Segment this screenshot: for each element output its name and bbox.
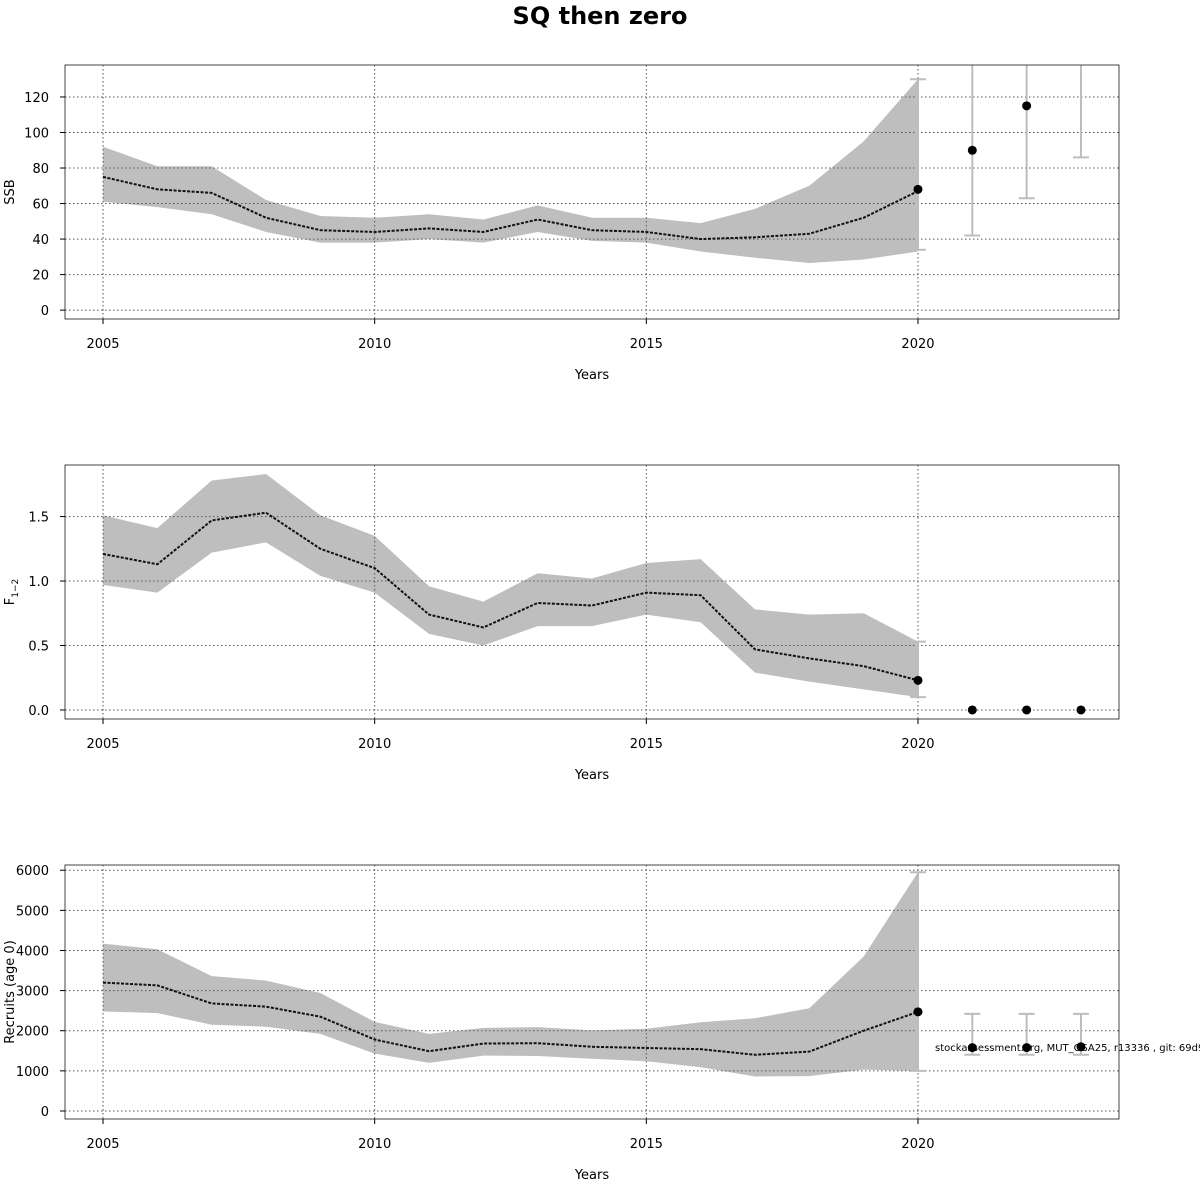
f-plot-frame	[64, 464, 1120, 720]
ssb-y-axis-label: SSB	[3, 179, 18, 204]
f-forecast-point	[913, 675, 923, 685]
recruits-y-tick-label: 2000	[16, 1025, 49, 1040]
ssb-x-tick-label: 2005	[86, 337, 119, 352]
f-y-tick-label: 0.5	[28, 640, 49, 655]
ssb-forecast-ci	[909, 78, 926, 251]
chart-title: SQ then zero	[513, 2, 688, 30]
f-forecast-ci	[909, 640, 926, 699]
ssb-x-tick-label: 2020	[901, 337, 934, 352]
f-x-axis-label: Years	[574, 768, 610, 783]
f-y-axis-label: F1−2	[3, 579, 21, 605]
ssb-x-axis-label: Years	[574, 368, 610, 383]
f-panel: 2005 2010 2015 2020 0.0 0.5 1.0 1.5 Years F1−2	[3, 464, 1120, 783]
recruits-x-tick-label: 2015	[630, 1137, 663, 1152]
f-x-tick-label: 2005	[86, 737, 119, 752]
recruits-forecast-point	[1022, 1043, 1032, 1053]
f-median-line	[102, 511, 919, 682]
recruits-panel: 2005 2010 2015 2020 0 1000 2000 3000 4000 5000 600…	[3, 864, 1120, 1183]
ssb-x-tick-label: 2015	[630, 337, 663, 352]
ssb-confidence-band	[103, 79, 918, 264]
f-x-tick-label: 2020	[901, 737, 934, 752]
ssb-forecast-point	[1022, 101, 1032, 111]
ssb-y-axis-label-text: SSB	[3, 179, 18, 204]
recruits-y-tick-label: 3000	[16, 985, 49, 1000]
ssb-y-tick-label: 80	[32, 162, 49, 177]
ssb-median-line	[102, 175, 919, 241]
recruits-y-axis-label-text: Recruits (age 0)	[3, 940, 18, 1044]
recruits-plot-frame	[64, 864, 1120, 1120]
recruits-y-axis-label: Recruits (age 0)	[3, 940, 18, 1044]
recruits-x-tick-label: 2010	[358, 1137, 391, 1152]
recruits-y-tick-label: 6000	[16, 864, 49, 879]
f-y-tick-label: 1.5	[28, 511, 49, 526]
ssb-forecast-ci	[1018, 65, 1035, 200]
recruits-y-tick-label: 1000	[16, 1065, 49, 1080]
ssb-forecast-point	[913, 184, 923, 194]
panels: 2005 2010 2015 2020020406080100120YearsSSB2…	[3, 64, 1120, 1183]
f-y-axis-label-subscript: 1−2	[11, 579, 21, 598]
ssb-plot-frame	[64, 64, 1120, 320]
recruits-confidence-band	[103, 872, 918, 1077]
recruits-median-line	[102, 981, 919, 1056]
f-x-tick-label: 2015	[630, 737, 663, 752]
ssb-forecast-point	[967, 145, 977, 155]
f-forecast-point	[1076, 705, 1086, 715]
f-y-tick-label: 0.0	[28, 704, 49, 719]
ssb-y-tick-label: 0	[41, 304, 49, 319]
ssb-y-tick-label: 60	[32, 198, 49, 213]
f-forecast-point	[1022, 705, 1032, 715]
f-forecast-point	[967, 705, 977, 715]
ssb-y-tick-label: 100	[24, 126, 49, 141]
recruits-y-tick-label: 5000	[16, 904, 49, 919]
recruits-x-axis-label: Years	[574, 1168, 610, 1183]
recruits-x-tick-label: 2020	[901, 1137, 934, 1152]
ssb-y-tick-label: 40	[32, 233, 49, 248]
f-y-axis-label-text: F	[3, 598, 18, 605]
recruits-forecast-point	[1076, 1042, 1086, 1052]
ssb-panel: 2005 2010 2015 2020 0 20 40 60 80 100 120 Years SSB	[3, 64, 1120, 383]
f-y-tick-label: 1.0	[28, 575, 49, 590]
recruits-y-tick-label: 0	[41, 1105, 49, 1120]
ssb-x-tick-label: 2010	[358, 337, 391, 352]
ssb-y-tick-label: 120	[24, 91, 49, 106]
ssb-forecast-ci	[1072, 65, 1089, 159]
recruits-y-tick-label: 4000	[16, 944, 49, 959]
footnote: stockassessment.org, MUT_GSA25, r13336 ,…	[935, 1043, 1200, 1054]
recruits-forecast-point	[967, 1043, 977, 1053]
f-confidence-band	[103, 474, 918, 698]
recruits-forecast-point	[913, 1007, 923, 1017]
recruits-x-tick-label: 2005	[86, 1137, 119, 1152]
f-x-tick-label: 2010	[358, 737, 391, 752]
ssb-y-tick-label: 20	[32, 269, 49, 284]
recruits-forecast-ci	[909, 871, 926, 1072]
